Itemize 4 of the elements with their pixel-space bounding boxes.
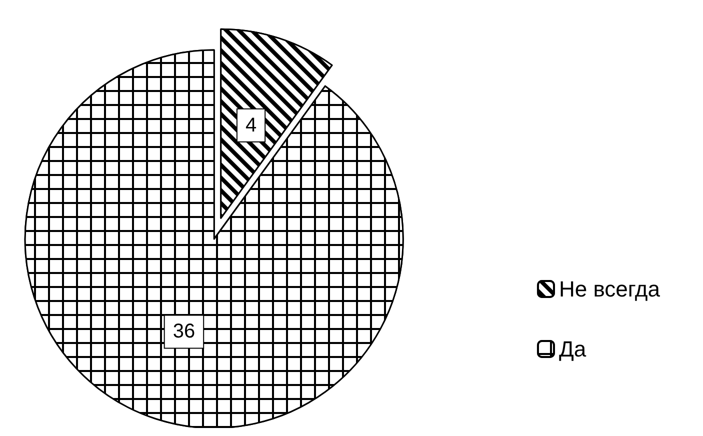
data-label: 36 <box>172 320 196 343</box>
data-label: 4 <box>245 114 257 136</box>
legend-label: Не всегда <box>558 276 661 302</box>
legend-label: Да <box>558 336 587 362</box>
